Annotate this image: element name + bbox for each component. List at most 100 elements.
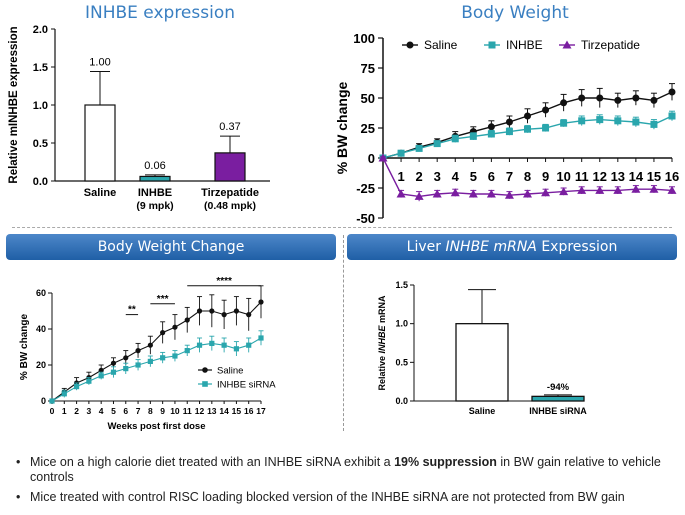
data-point bbox=[135, 362, 141, 368]
data-point bbox=[414, 191, 424, 200]
data-point bbox=[523, 189, 532, 198]
data-point bbox=[160, 355, 166, 361]
legend-label: INHBE siRNA bbox=[217, 380, 276, 391]
data-point bbox=[160, 330, 166, 336]
x-tick-label: 16 bbox=[244, 406, 254, 416]
x-tick-label: INHBE bbox=[138, 187, 172, 199]
x-tick-sublabel: (0.48 mpk) bbox=[204, 200, 256, 212]
data-point bbox=[433, 140, 441, 148]
data-point bbox=[505, 118, 513, 126]
data-point bbox=[667, 185, 677, 194]
y-tick-label: 0.0 bbox=[33, 176, 48, 188]
x-tick-label: 13 bbox=[611, 169, 625, 184]
data-point bbox=[451, 135, 459, 143]
y-tick-label: 1.5 bbox=[395, 280, 408, 290]
data-point bbox=[49, 398, 55, 404]
data-point bbox=[209, 340, 215, 346]
bullet-item-2: Mice treated with control RISC loading b… bbox=[16, 490, 676, 505]
y-tick-label: 75 bbox=[361, 61, 375, 76]
bar bbox=[455, 323, 509, 402]
data-point bbox=[246, 342, 252, 348]
data-point bbox=[147, 342, 153, 348]
x-tick-label: 14 bbox=[629, 169, 644, 184]
data-label: 1.00 bbox=[89, 57, 110, 69]
y-axis-label-part: mRNA bbox=[377, 295, 387, 326]
y-tick-label: 100 bbox=[353, 31, 375, 46]
liver-banner-part2: INHBE mRNA bbox=[445, 239, 537, 255]
data-point bbox=[596, 94, 604, 102]
data-point bbox=[378, 153, 388, 162]
section-divider-vertical bbox=[343, 235, 344, 431]
y-tick-label: 1.5 bbox=[33, 62, 48, 74]
y-axis-label: Relative mINHBE expression bbox=[8, 26, 20, 183]
data-point bbox=[649, 184, 659, 193]
x-tick-label: 5 bbox=[111, 406, 116, 416]
data-point bbox=[541, 188, 551, 197]
body-weight-title: Body Weight bbox=[461, 3, 569, 23]
y-tick-label: 0.0 bbox=[395, 396, 408, 406]
x-tick-label: 9 bbox=[542, 169, 549, 184]
significance-label: **** bbox=[216, 276, 232, 287]
x-tick-label: 10 bbox=[556, 169, 570, 184]
data-point bbox=[61, 391, 67, 397]
data-label: -94% bbox=[547, 382, 570, 393]
x-tick-label: 3 bbox=[434, 169, 441, 184]
data-point bbox=[147, 358, 153, 364]
y-tick-label: 60 bbox=[36, 288, 46, 298]
data-point bbox=[650, 96, 658, 104]
bar bbox=[139, 175, 171, 182]
data-point bbox=[450, 188, 460, 197]
data-point bbox=[246, 312, 252, 318]
y-tick-label: 1.0 bbox=[395, 319, 408, 329]
x-tick-label: 14 bbox=[219, 406, 229, 416]
data-point bbox=[524, 112, 531, 120]
x-tick-label: 7 bbox=[136, 406, 141, 416]
x-tick-label: 15 bbox=[647, 169, 661, 184]
x-tick-label: 8 bbox=[148, 406, 153, 416]
data-point bbox=[123, 355, 129, 361]
data-point bbox=[86, 378, 92, 384]
data-point bbox=[542, 124, 550, 132]
y-axis-label-part: INHBE bbox=[377, 325, 387, 354]
legend-label: INHBE bbox=[506, 38, 543, 52]
x-tick-label: 1 bbox=[397, 169, 404, 184]
x-tick-label: 2 bbox=[74, 406, 79, 416]
y-tick-label: 50 bbox=[361, 91, 375, 106]
x-axis-label: Weeks post first dose bbox=[107, 421, 205, 432]
data-point bbox=[196, 308, 203, 314]
y-tick-label: 20 bbox=[36, 360, 46, 370]
bullet-1-pre: Mice on a high calorie diet treated with… bbox=[30, 455, 395, 469]
data-point bbox=[668, 112, 676, 120]
data-point bbox=[614, 96, 622, 104]
data-point bbox=[613, 185, 623, 194]
x-tick-label: Saline bbox=[469, 406, 496, 416]
data-point bbox=[524, 125, 531, 133]
data-point bbox=[397, 149, 405, 157]
data-point bbox=[258, 335, 264, 341]
data-label: 0.37 bbox=[219, 121, 240, 133]
bar bbox=[84, 104, 116, 182]
liver-inhbe-chart: 0.0 0.5 1.0 1.5 Relative INHBE mRNA Saline -94… bbox=[377, 280, 587, 416]
data-point bbox=[233, 346, 240, 352]
x-tick-label: Saline bbox=[84, 187, 116, 199]
data-point bbox=[432, 189, 442, 198]
data-point bbox=[632, 118, 640, 126]
data-point bbox=[172, 324, 178, 330]
data-point bbox=[559, 187, 569, 196]
data-point bbox=[233, 308, 240, 314]
x-tick-label: 11 bbox=[575, 169, 589, 184]
data-point bbox=[258, 299, 264, 305]
y-tick-label: 2.0 bbox=[33, 24, 48, 36]
x-tick-label: 6 bbox=[488, 169, 495, 184]
data-point bbox=[542, 106, 550, 114]
data-point bbox=[487, 130, 495, 138]
significance-label: *** bbox=[157, 294, 169, 305]
data-point bbox=[614, 117, 622, 125]
bullet-list: Mice on a high calorie diet treated with… bbox=[16, 455, 676, 510]
y-axis-label: % BW change bbox=[19, 314, 30, 381]
legend-marker bbox=[202, 381, 208, 387]
x-tick-label: 2 bbox=[416, 169, 423, 184]
bar bbox=[531, 395, 585, 402]
